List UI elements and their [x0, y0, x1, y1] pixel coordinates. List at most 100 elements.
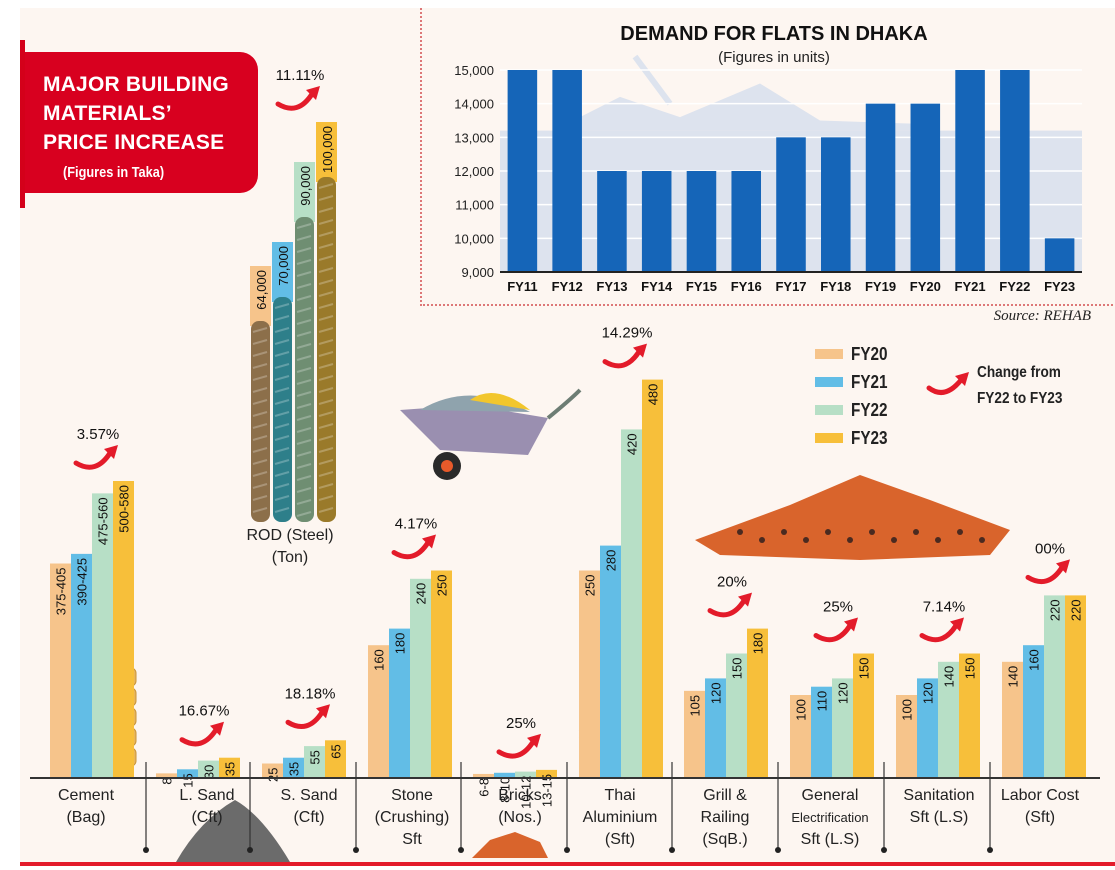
- rod-rib: [296, 379, 312, 385]
- x-tick-label: FY21: [955, 279, 986, 294]
- category-label: Cement: [58, 787, 115, 804]
- price-group-stone: 160 180 240 250 4.17% Stone (Crushing) Sft: [368, 516, 452, 848]
- bar-fy21: [177, 769, 198, 778]
- rod-rib: [274, 423, 290, 429]
- brick-hole: [935, 537, 941, 543]
- change-percent: 16.67%: [179, 703, 230, 720]
- change-percent: 4.17%: [395, 516, 438, 533]
- category-label: (Crushing): [375, 809, 450, 826]
- bar-fy22: [294, 162, 315, 222]
- rod-rib: [274, 351, 290, 357]
- bar-value-label: 220: [1048, 599, 1063, 621]
- curved-arrow-icon: [496, 739, 536, 759]
- rod-rib: [318, 243, 334, 249]
- category-label: Electrification: [791, 810, 868, 825]
- rod-rib: [296, 487, 312, 493]
- rod-rib: [296, 319, 312, 325]
- curved-arrow-icon: [1025, 564, 1065, 585]
- divider-dot: [987, 847, 993, 853]
- bar-fy22: [621, 429, 642, 778]
- bar-fy23: [747, 628, 768, 778]
- rod-rib: [296, 271, 312, 277]
- bar-value-label: 150: [963, 658, 978, 680]
- category-label: (Cft): [293, 809, 324, 826]
- bar-value-label: 35: [287, 762, 302, 776]
- legend-swatch: [815, 377, 843, 387]
- steel-rod-fy21: [273, 297, 292, 522]
- rod-rib: [296, 235, 312, 241]
- y-tick-label: 15,000: [454, 63, 494, 78]
- x-tick-label: FY14: [641, 279, 673, 294]
- y-tick-label: 9,000: [461, 265, 494, 280]
- bar-value-label: 100: [900, 699, 915, 721]
- demand-bar-fy22: [1000, 70, 1030, 272]
- change-percent: 3.57%: [77, 426, 120, 443]
- rod-rib: [296, 499, 312, 505]
- bar-fy21: [917, 678, 938, 778]
- category-label: Sft (L.S): [801, 831, 860, 848]
- bar-value-label: 390-425: [75, 558, 90, 606]
- category-label: Sanitation: [903, 787, 974, 804]
- x-tick-label: FY17: [775, 279, 806, 294]
- rod-rib: [274, 507, 290, 513]
- bar-fy20: [790, 695, 811, 778]
- rod-rib: [318, 375, 334, 381]
- rod-rib: [318, 387, 334, 393]
- legend: FY20 FY21 FY22 FY23: [815, 340, 894, 452]
- bar-value-label: 15: [181, 773, 196, 787]
- steel-rod-fy23: [317, 177, 336, 522]
- category-label: Sft (L.S): [910, 809, 969, 826]
- wheelbarrow-icon: [400, 405, 548, 455]
- curved-arrow-icon: [602, 349, 642, 369]
- demand-bar-fy19: [865, 103, 896, 273]
- rod-rib: [296, 367, 312, 373]
- bar-value-label: 25: [266, 768, 281, 782]
- rod-rib: [296, 415, 312, 421]
- bar-fy21: [494, 772, 515, 778]
- rod-rib: [296, 391, 312, 397]
- x-tick-label: FY22: [999, 279, 1030, 294]
- category-label: Aluminium: [583, 809, 658, 826]
- bar-value-label: 150: [857, 658, 872, 680]
- bar-value-label: 250: [435, 575, 450, 597]
- bar-fy22: [726, 653, 747, 778]
- wheel-hub: [441, 460, 453, 472]
- brick-hole: [979, 537, 985, 543]
- change-percent: 20%: [717, 574, 747, 591]
- rod-rib: [296, 295, 312, 301]
- brick-hole: [891, 537, 897, 543]
- rod-rib: [318, 183, 334, 189]
- rod-rib: [318, 267, 334, 273]
- category-label: (Sft): [1025, 809, 1055, 826]
- curved-arrow-icon: [179, 727, 219, 747]
- bar-value-label: 160: [1027, 649, 1042, 671]
- brick-hole: [737, 529, 743, 535]
- bar-value-label: 250: [583, 575, 598, 597]
- legend-item-fy21: FY21: [815, 368, 894, 396]
- bar-fy20: [156, 773, 177, 778]
- arrow-head: [104, 445, 118, 459]
- price-group-thai: 250 280 420 480 14.29% Thai Aluminium (Sft): [579, 325, 663, 848]
- x-tick-label: FY18: [820, 279, 851, 294]
- bar-value-label: 180: [751, 633, 766, 655]
- demand-bar-fy11: [507, 70, 538, 272]
- rod-rib: [296, 259, 312, 265]
- rod-rib: [296, 343, 312, 349]
- legend-item-fy20: FY20: [815, 340, 894, 368]
- rod-rib: [318, 507, 334, 513]
- x-tick-label: FY20: [910, 279, 941, 294]
- category-label: (Bag): [66, 809, 105, 826]
- rod-rib: [274, 399, 290, 405]
- bar-fy21: [283, 757, 304, 778]
- category-label: Stone: [391, 787, 433, 804]
- rod-rib: [318, 423, 334, 429]
- brick-hole: [759, 537, 765, 543]
- bar-value-label: 65: [329, 744, 344, 758]
- arrow-head: [527, 733, 541, 748]
- rod-rib: [274, 303, 290, 309]
- rod-rib: [318, 495, 334, 501]
- bar-fy20: [262, 763, 283, 778]
- bar-value-label: 280: [604, 550, 619, 572]
- rod-rib: [252, 423, 268, 429]
